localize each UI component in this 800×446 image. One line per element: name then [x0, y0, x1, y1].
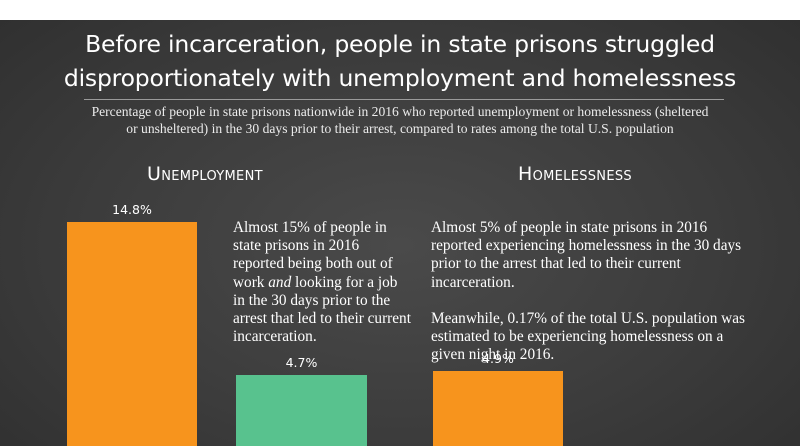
bar-label-unemployment-prison: 14.8% — [112, 202, 152, 217]
subtitle-line-1: Percentage of people in state prisons na… — [91, 104, 709, 119]
unemployment-note-emphasis: and — [268, 273, 292, 291]
unemployment-note-part-2: looking for a job in the 30 days prior t… — [233, 273, 411, 346]
title-line-2: disproportionately with unemployment and… — [63, 64, 737, 92]
bar-label-unemployment-us-population: 4.7% — [285, 354, 318, 370]
unemployment-note: Almost 15% of people in state prisons in… — [233, 219, 413, 346]
homelessness-note: Almost 5% of people in state prisons in … — [431, 219, 761, 382]
subtitle-line-2: or unsheltered) in the 30 days prior to … — [126, 121, 674, 136]
bar-homelessness-prison — [433, 371, 563, 446]
bar-label-homelessness-prison: 4.9% — [482, 351, 514, 367]
unemployment-heading: Unemployment — [147, 163, 263, 185]
bar-unemployment-prison — [67, 222, 197, 446]
chart-subtitle: Percentage of people in state prisons na… — [20, 103, 780, 137]
title-line-1: Before incarceration, people in state pr… — [85, 30, 715, 58]
unemployment-note-part-1: Almost 15% of people in state prisons in… — [233, 219, 393, 291]
bar-unemployment-us-population — [236, 374, 367, 446]
homelessness-note-paragraph-2: Meanwhile, 0.17% of the total U.S. popul… — [431, 309, 745, 364]
chart-title: Before incarceration, people in state pr… — [0, 27, 800, 95]
top-strip — [0, 0, 800, 20]
homelessness-note-paragraph-1: Almost 5% of people in state prisons in … — [431, 219, 742, 291]
title-divider — [84, 99, 724, 100]
homelessness-heading: Homelessness — [518, 163, 632, 185]
